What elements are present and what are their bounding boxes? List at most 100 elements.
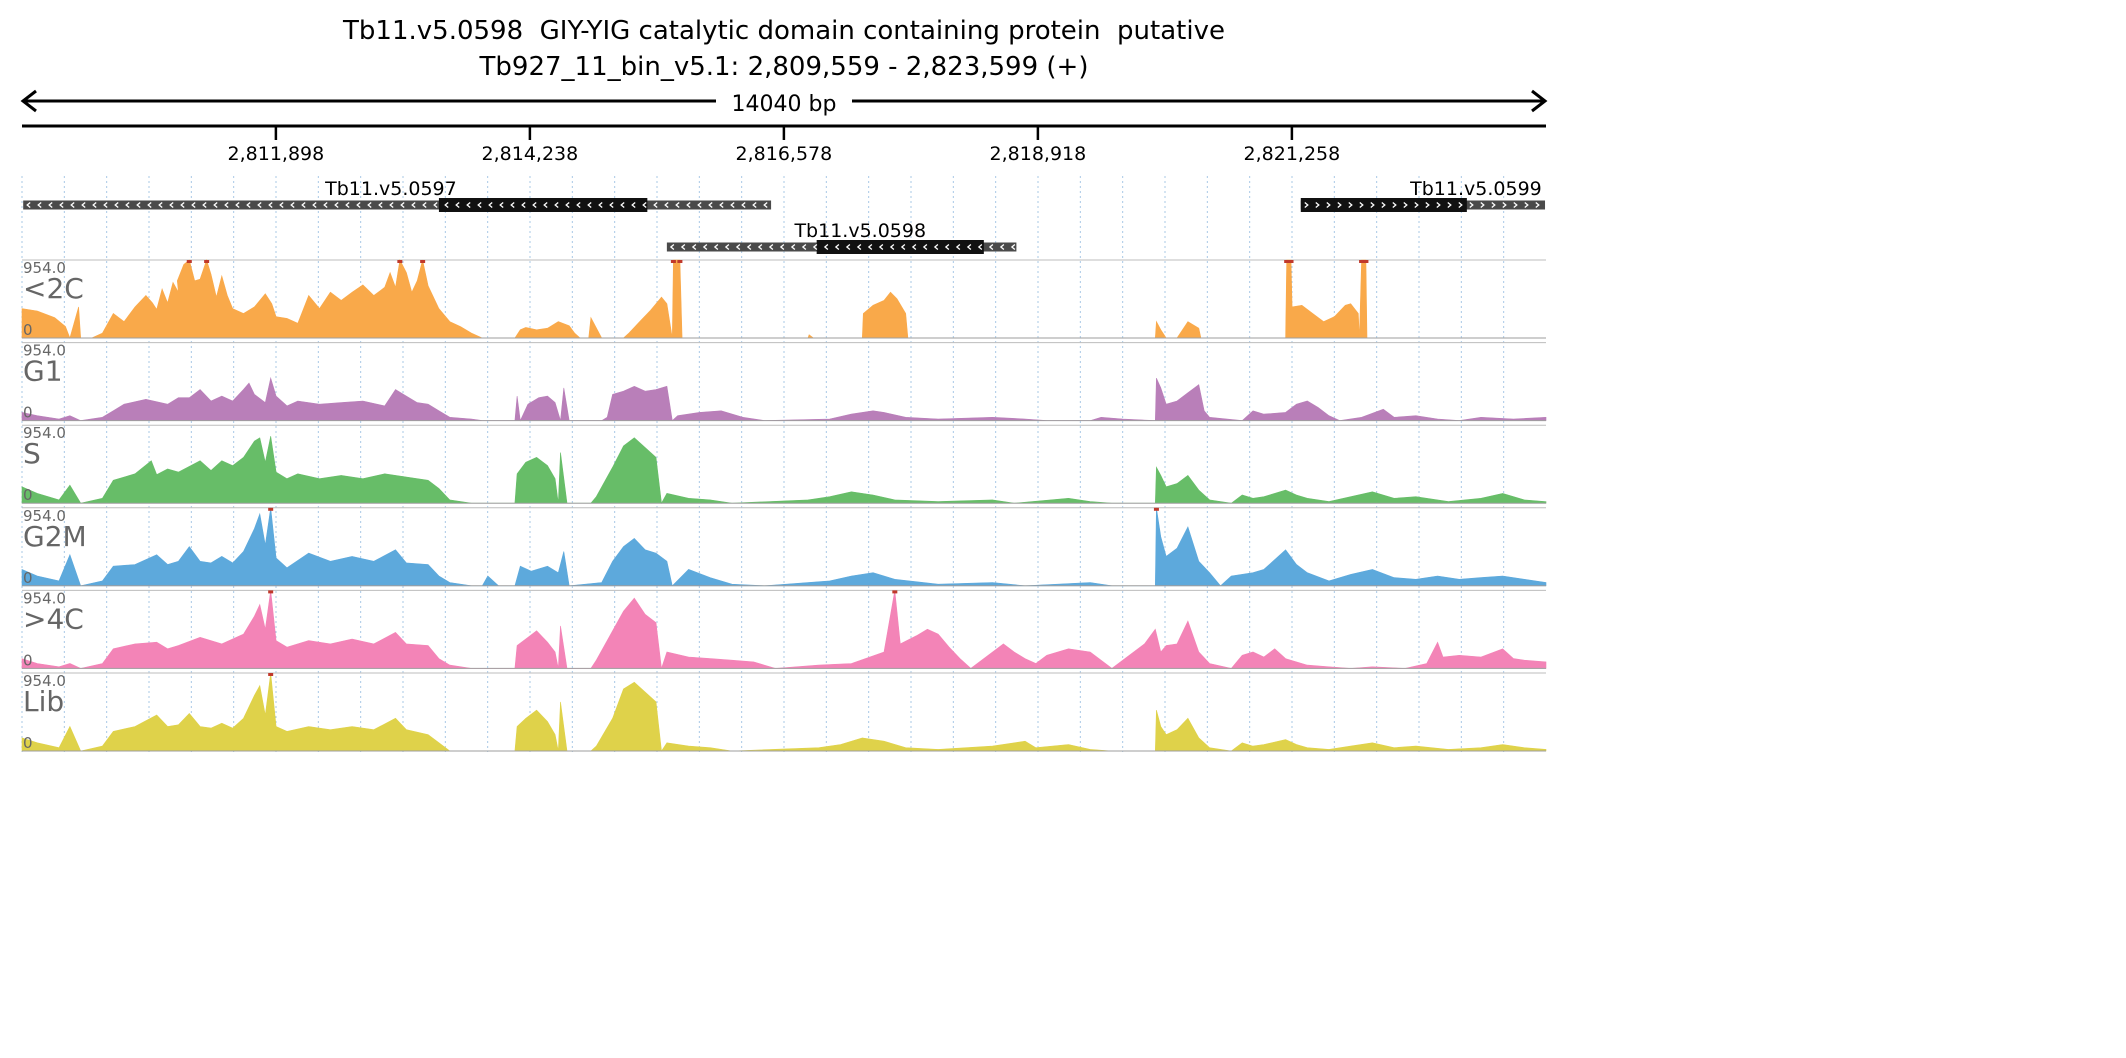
chevron-left-icon xyxy=(697,202,702,208)
chevron-left-icon xyxy=(587,202,592,208)
chevron-left-icon xyxy=(675,202,680,208)
chevron-right-icon xyxy=(1403,202,1408,208)
chevron-left-icon xyxy=(543,202,548,208)
chevron-left-icon xyxy=(735,244,741,250)
coverage-area xyxy=(21,507,1547,587)
chevron-left-icon xyxy=(312,202,317,208)
chevron-left-icon xyxy=(889,244,895,250)
track-label: >4C xyxy=(23,602,84,635)
clip-marker xyxy=(397,260,403,263)
track-label: G2M xyxy=(23,520,87,553)
chevron-left-icon xyxy=(158,202,163,208)
gene-utr xyxy=(23,200,772,210)
chevron-left-icon xyxy=(966,244,972,250)
chevron-left-icon xyxy=(103,202,108,208)
chevron-left-icon xyxy=(37,202,42,208)
track-max-label: 954.0 xyxy=(23,589,66,607)
clip-marker xyxy=(677,260,683,263)
chevron-left-icon xyxy=(763,202,768,208)
gene-label: Tb11.v5.0599 xyxy=(1409,178,1542,200)
chevron-left-icon xyxy=(301,202,306,208)
chevron-left-icon xyxy=(757,244,763,250)
chevron-right-icon xyxy=(1315,202,1320,208)
chevron-right-icon xyxy=(1414,202,1419,208)
chevron-left-icon xyxy=(702,244,708,250)
clip-marker xyxy=(1288,260,1294,263)
chevron-left-icon xyxy=(125,202,130,208)
gene-cds xyxy=(438,198,648,212)
clip-marker xyxy=(670,260,676,263)
chevron-left-icon xyxy=(92,202,97,208)
chevron-left-icon xyxy=(433,202,438,208)
chevron-left-icon xyxy=(1010,244,1016,250)
clip-marker xyxy=(186,260,192,263)
chevron-left-icon xyxy=(746,244,752,250)
chevron-left-icon xyxy=(26,202,31,208)
track-max-label: 954.0 xyxy=(23,342,66,360)
chevron-left-icon xyxy=(521,202,526,208)
chevron-left-icon xyxy=(664,202,669,208)
track-s: 954.0S 0 xyxy=(21,424,1547,505)
clip-marker xyxy=(1153,507,1159,511)
clip-marker xyxy=(1284,260,1290,263)
chevron-left-icon xyxy=(389,202,394,208)
chevron-left-icon xyxy=(455,202,460,208)
chevron-left-icon xyxy=(576,202,581,208)
clip-marker xyxy=(420,260,426,263)
genome-browser: Tb11.v5.0598 GIY-YIG catalytic domain co… xyxy=(20,16,1548,752)
chevron-right-icon xyxy=(1348,202,1353,208)
chevron-right-icon xyxy=(1381,202,1386,208)
chevron-left-icon xyxy=(202,202,207,208)
ruler-tick-label: 2,818,918 xyxy=(990,143,1087,165)
chevron-left-icon xyxy=(466,202,471,208)
chevron-left-icon xyxy=(147,202,152,208)
gene-label: Tb11.v5.0597 xyxy=(324,178,457,200)
chevron-left-icon xyxy=(235,202,240,208)
coverage-area xyxy=(21,672,1547,752)
track-min-label: 0 xyxy=(23,651,33,669)
chevron-left-icon xyxy=(856,244,862,250)
chevron-left-icon xyxy=(323,202,328,208)
gene-tb11-v5-0597: Tb11.v5.0597 xyxy=(23,178,772,212)
chevron-right-icon xyxy=(1513,202,1518,208)
clip-marker xyxy=(268,507,274,511)
chevron-left-icon xyxy=(422,202,427,208)
chevron-left-icon xyxy=(444,202,449,208)
chevron-left-icon xyxy=(191,202,196,208)
chevron-left-icon xyxy=(680,244,686,250)
genome-plot: 14040 bp 2,811,898 2,814,238 2,816,578 2,818… xyxy=(20,89,1548,752)
chevron-right-icon xyxy=(1337,202,1342,208)
clip-marker xyxy=(204,260,210,263)
chevron-left-icon xyxy=(510,202,515,208)
chevron-right-icon xyxy=(1425,202,1430,208)
track-max-label: 954.0 xyxy=(23,259,66,277)
chevron-left-icon xyxy=(999,244,1005,250)
chevron-left-icon xyxy=(279,202,284,208)
chevron-left-icon xyxy=(708,202,713,208)
chevron-left-icon xyxy=(878,244,884,250)
chevron-left-icon xyxy=(290,202,295,208)
chevron-left-icon xyxy=(257,202,262,208)
chevron-left-icon xyxy=(812,244,818,250)
coverage-area xyxy=(21,590,1547,669)
track-min-label: 0 xyxy=(23,569,33,587)
coverage-area xyxy=(21,436,1547,505)
chevron-left-icon xyxy=(246,202,251,208)
chevron-left-icon xyxy=(642,202,647,208)
ruler-tick-label: 2,816,578 xyxy=(736,143,833,165)
chevron-left-icon xyxy=(268,202,273,208)
span-length-label: 14040 bp xyxy=(732,92,837,117)
chevron-left-icon xyxy=(691,244,697,250)
chevron-left-icon xyxy=(933,244,939,250)
chevron-right-icon xyxy=(1370,202,1375,208)
clip-marker xyxy=(892,590,898,594)
chevron-left-icon xyxy=(669,244,675,250)
chevron-left-icon xyxy=(631,202,636,208)
chevron-left-icon xyxy=(114,202,119,208)
chevron-right-icon xyxy=(1491,202,1496,208)
ruler-tick-label: 2,814,238 xyxy=(482,143,579,165)
chevron-right-icon xyxy=(1326,202,1331,208)
clip-marker xyxy=(268,673,274,676)
chart-title: Tb11.v5.0598 GIY-YIG catalytic domain co… xyxy=(343,16,1225,46)
